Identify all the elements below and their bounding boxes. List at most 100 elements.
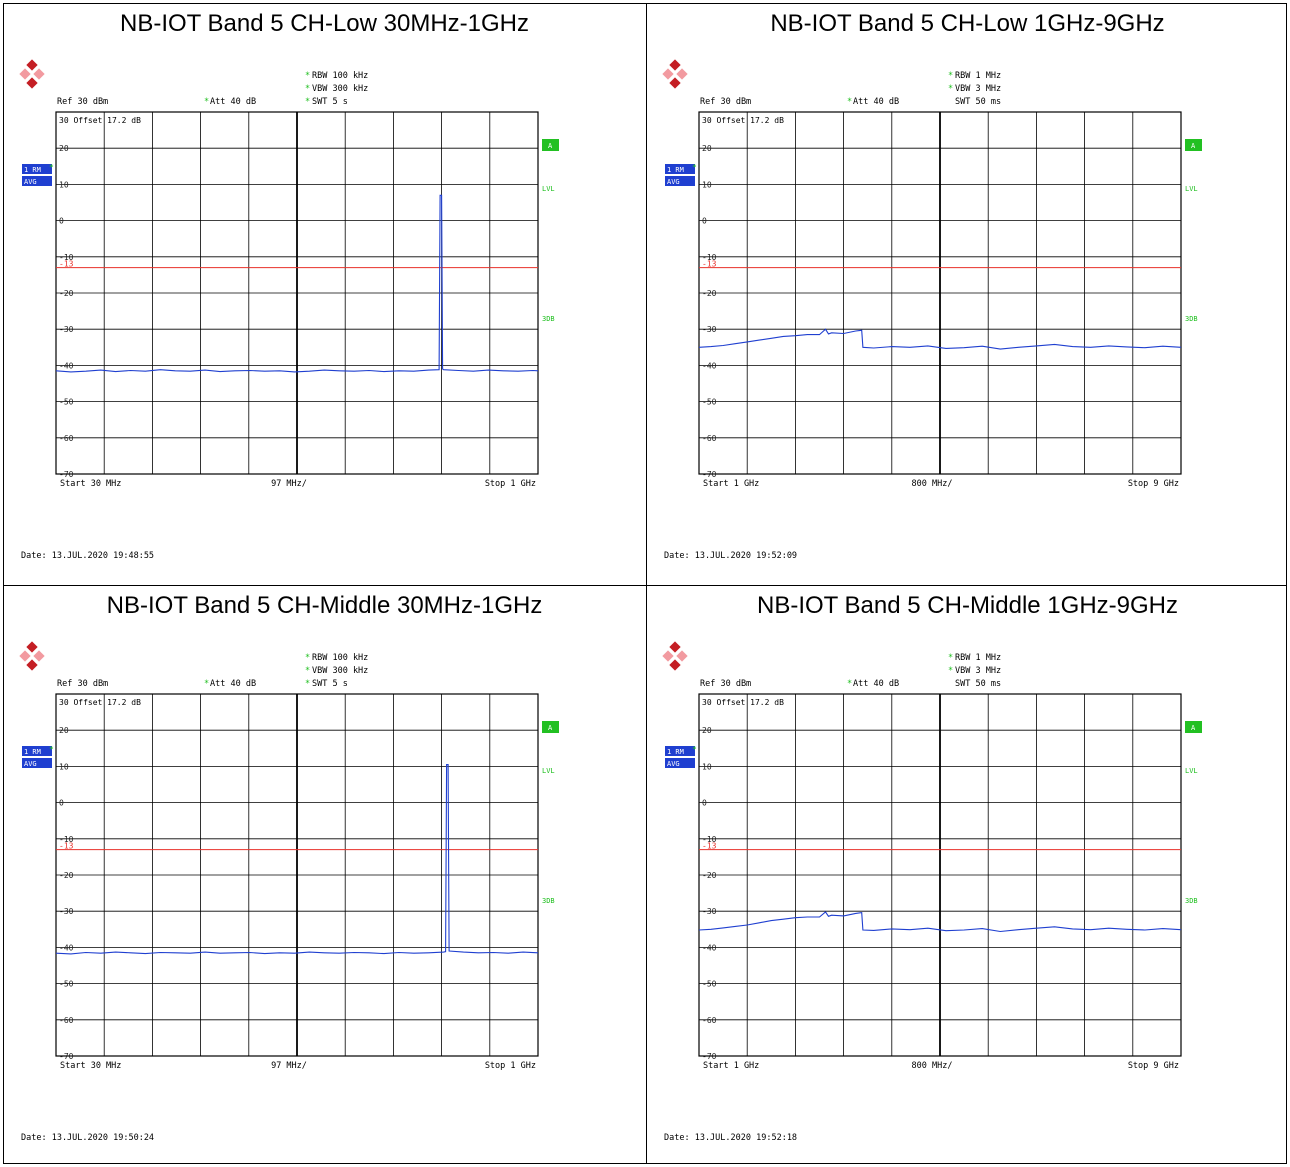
trace-mode-badge xyxy=(22,746,52,756)
offset-label: 30 Offset 17.2 dB xyxy=(59,116,141,125)
vbw-asterisk: * xyxy=(305,666,310,676)
marker-a-badge xyxy=(1185,721,1202,733)
db3-indicator: 3DB xyxy=(1185,897,1198,905)
logo-diamond xyxy=(676,68,688,80)
att-asterisk: * xyxy=(847,679,852,689)
logo-diamond xyxy=(669,77,681,89)
logo-diamond xyxy=(19,650,31,662)
swt-label: SWT 50 ms xyxy=(955,97,1001,107)
span-per-div-label: 800 MHz/ xyxy=(912,1061,953,1071)
offset-label: 30 Offset 17.2 dB xyxy=(702,698,784,707)
swt-label: SWT 5 s xyxy=(312,97,348,107)
logo-diamond xyxy=(669,641,681,653)
start-frequency-label: Start 1 GHz xyxy=(703,479,759,489)
rbw-label: RBW 1 MHz xyxy=(955,653,1001,663)
span-per-div-label: 800 MHz/ xyxy=(912,479,953,489)
logo-diamond xyxy=(26,659,38,671)
y-tick-label: -70 xyxy=(702,470,717,479)
date-stamp: Date: 13.JUL.2020 19:52:09 xyxy=(664,551,797,561)
start-frequency-label: Start 1 GHz xyxy=(703,1061,759,1071)
rbw-asterisk: * xyxy=(948,71,953,81)
y-tick-label: 20 xyxy=(59,726,69,735)
db3-indicator: 3DB xyxy=(542,315,555,323)
y-tick-label: 0 xyxy=(59,217,64,226)
ref-level-label: Ref 30 dBm xyxy=(57,97,108,107)
stop-frequency-label: Stop 9 GHz xyxy=(1128,1061,1179,1071)
trace-asterisk: * xyxy=(692,163,697,172)
ref-level-label: Ref 30 dBm xyxy=(700,97,751,107)
vbw-asterisk: * xyxy=(948,666,953,676)
spectrum-plot: Ref 30 dBm * Att 40 dB* RBW 1 MHz* VBW 3 MHz… xyxy=(662,641,1202,1143)
y-tick-label: -10 xyxy=(59,835,74,844)
trace-line xyxy=(55,764,539,955)
db3-indicator: 3DB xyxy=(542,897,555,905)
y-tick-label: -30 xyxy=(59,907,74,916)
y-tick-label: -70 xyxy=(702,1052,717,1061)
vbw-asterisk: * xyxy=(948,84,953,94)
marker-a-label: A xyxy=(548,724,553,732)
marker-a-label: A xyxy=(548,142,553,150)
logo-diamond xyxy=(669,59,681,71)
att-asterisk: * xyxy=(204,97,209,107)
logo-diamond xyxy=(662,68,674,80)
y-tick-label: 0 xyxy=(59,799,64,808)
y-tick-label: -30 xyxy=(702,907,717,916)
logo-diamond xyxy=(669,659,681,671)
logo-diamond xyxy=(26,59,38,71)
logo-diamond xyxy=(33,650,45,662)
rs-logo-icon xyxy=(662,641,688,671)
rs-logo-icon xyxy=(19,641,45,671)
swt-label: SWT 50 ms xyxy=(955,679,1001,689)
y-tick-label: -10 xyxy=(702,253,717,262)
marker-a-badge xyxy=(542,139,559,151)
chart-title: NB-IOT Band 5 CH-Low 1GHz-9GHz xyxy=(770,10,1165,37)
y-tick-label: 10 xyxy=(59,762,69,771)
vbw-label: VBW 300 kHz xyxy=(312,84,368,94)
trace-line xyxy=(698,328,1182,350)
y-tick-label: -40 xyxy=(59,943,74,952)
chart-cell-4: NB-IOT Band 5 CH-Middle 1GHz-9GHz Ref 30… xyxy=(647,586,1288,1166)
trace-mode-badge xyxy=(22,164,52,174)
rbw-label: RBW 100 kHz xyxy=(312,653,368,663)
date-stamp: Date: 13.JUL.2020 19:52:18 xyxy=(664,1133,797,1143)
rbw-asterisk: * xyxy=(948,653,953,663)
y-tick-label: 0 xyxy=(702,799,707,808)
offset-label: 30 Offset 17.2 dB xyxy=(702,116,784,125)
y-tick-label: -40 xyxy=(59,361,74,370)
trace-asterisk: * xyxy=(49,745,54,754)
db3-indicator: 3DB xyxy=(1185,315,1198,323)
detector-badge xyxy=(22,758,52,768)
trace-line xyxy=(698,911,1182,933)
y-tick-label: -50 xyxy=(59,980,74,989)
y-tick-label: -70 xyxy=(59,470,74,479)
marker-a-badge xyxy=(1185,139,1202,151)
y-tick-label: -60 xyxy=(702,1016,717,1025)
chart-cell-1: NB-IOT Band 5 CH-Low 30MHz-1GHz Ref 30 d… xyxy=(4,4,645,584)
chart-title: NB-IOT Band 5 CH-Middle 30MHz-1GHz xyxy=(106,592,543,619)
y-tick-label: -50 xyxy=(59,398,74,407)
y-tick-label: -20 xyxy=(702,289,717,298)
y-tick-label: 10 xyxy=(702,180,712,189)
y-tick-label: 10 xyxy=(702,762,712,771)
vbw-label: VBW 300 kHz xyxy=(312,666,368,676)
detector-label: AVG xyxy=(667,178,680,186)
logo-diamond xyxy=(676,650,688,662)
trace-mode-label: 1 RM xyxy=(24,166,41,174)
trace-mode-badge xyxy=(665,164,695,174)
detector-label: AVG xyxy=(24,178,37,186)
y-tick-label: -60 xyxy=(702,434,717,443)
rs-logo-icon xyxy=(19,59,45,89)
y-tick-label: -50 xyxy=(702,980,717,989)
lvl-indicator: LVL xyxy=(1185,185,1198,193)
date-stamp: Date: 13.JUL.2020 19:50:24 xyxy=(21,1133,154,1143)
detector-label: AVG xyxy=(667,760,680,768)
ref-level-label: Ref 30 dBm xyxy=(57,679,108,689)
chart-title: NB-IOT Band 5 CH-Middle 1GHz-9GHz xyxy=(756,592,1178,619)
trace-asterisk: * xyxy=(692,745,697,754)
date-stamp: Date: 13.JUL.2020 19:48:55 xyxy=(21,551,154,561)
att-label: Att 40 dB xyxy=(210,97,256,107)
vbw-label: VBW 3 MHz xyxy=(955,84,1001,94)
swt-asterisk: * xyxy=(305,97,310,107)
rbw-label: RBW 1 MHz xyxy=(955,71,1001,81)
trace-mode-label: 1 RM xyxy=(667,166,684,174)
